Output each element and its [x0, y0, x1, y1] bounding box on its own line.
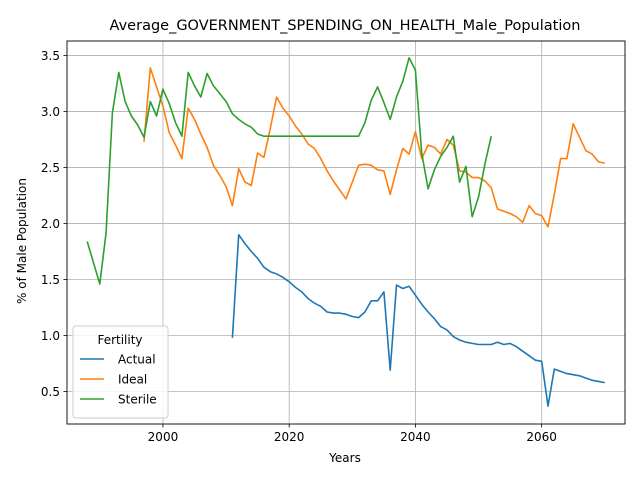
- y-tick-label: 3.0: [41, 105, 60, 119]
- y-tick-label: 2.5: [41, 161, 60, 175]
- x-tick-label: 2000: [148, 430, 179, 444]
- y-tick-label: 1.0: [41, 329, 60, 343]
- legend-title: Fertility: [97, 333, 142, 347]
- legend-entries: Actual Ideal Sterile: [80, 352, 157, 406]
- legend-label-sterile: Sterile: [118, 392, 157, 406]
- axis-ticks: 2000 2020 2040 2060 0.5 1.0 1.5 2.0 2.5 3.0 3.5: [41, 49, 557, 444]
- legend-label-ideal: Ideal: [118, 372, 147, 386]
- legend: Fertility Actual Ideal Sterile: [72, 325, 169, 419]
- x-axis-label: Years: [328, 451, 361, 465]
- series-line-ideal: [143, 67, 605, 228]
- x-tick-label: 2020: [274, 430, 305, 444]
- legend-box: [72, 325, 169, 419]
- y-tick-label: 2.0: [41, 217, 60, 231]
- y-tick-label: 3.5: [41, 49, 60, 63]
- y-tick-label: 0.5: [41, 385, 60, 399]
- series-line-sterile: [86, 56, 492, 285]
- x-tick-label: 2040: [400, 430, 431, 444]
- legend-label-actual: Actual: [118, 352, 156, 366]
- series-line-actual: [231, 233, 605, 407]
- series-lines: [86, 56, 605, 407]
- x-tick-label: 2060: [526, 430, 557, 444]
- chart-title: Average_GOVERNMENT_SPENDING_ON_HEALTH_Ma…: [110, 18, 581, 34]
- plot-frame: [66, 40, 626, 425]
- y-tick-label: 1.5: [41, 273, 60, 287]
- y-axis-label: % of Male Population: [15, 178, 29, 304]
